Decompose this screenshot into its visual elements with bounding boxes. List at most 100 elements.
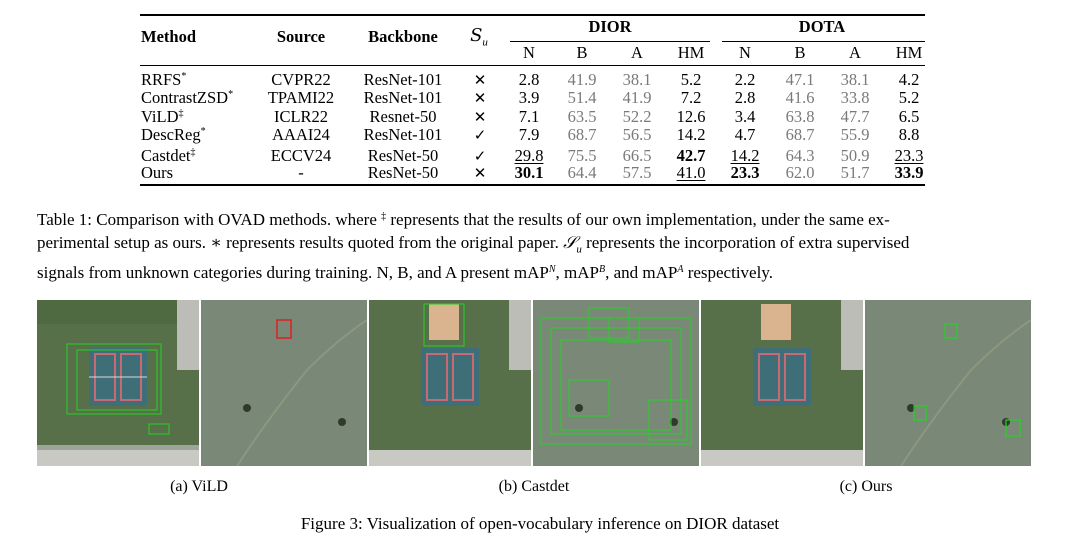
dior-cell: 7.1: [518, 107, 540, 126]
dior-cell: 64.4: [567, 163, 597, 182]
row-method-mark: ‡: [178, 108, 184, 119]
row-su: ✕: [473, 71, 487, 89]
header-su-symbol: S: [470, 25, 483, 46]
row-method-name: Ours: [141, 163, 174, 182]
caption-line-2: perimental setup as ours. ∗ represents r…: [37, 233, 910, 256]
dior-cell: 5.2: [680, 70, 702, 89]
header-dota: DOTA: [798, 17, 846, 36]
dior-cell: 12.6: [676, 107, 706, 126]
table-top-rule: [140, 14, 925, 16]
row-method: Ours: [141, 164, 173, 182]
panel-label-castdet: (b) Castdet: [498, 478, 570, 495]
row-method: Castdet‡: [141, 147, 196, 165]
dota-cell: 50.9: [840, 146, 870, 165]
caption-line-3: signals from unknown categories during t…: [37, 263, 773, 283]
dior-cell: 14.2: [676, 125, 706, 144]
row-source: -: [298, 163, 304, 182]
dota-cell: 6.5: [898, 107, 920, 126]
row-method-mark: *: [181, 71, 187, 82]
dior-cell: 7.2: [680, 88, 702, 107]
header-dota-b: B: [794, 43, 806, 62]
dior-cell: 63.5: [567, 107, 597, 126]
dota-cell: 4.7: [734, 125, 756, 144]
dota-cell: 51.7: [840, 163, 870, 182]
dior-group-rule: [510, 41, 710, 42]
row-source: TPAMI22: [267, 88, 335, 107]
row-source: ICLR22: [273, 107, 329, 126]
header-dior-a: A: [631, 43, 643, 62]
dota-cell: 4.2: [898, 70, 920, 89]
row-backbone: ResNet-50: [367, 146, 439, 165]
dior-cell: 41.9: [567, 70, 597, 89]
dota-cell: 55.9: [840, 125, 870, 144]
header-su: Su: [470, 26, 488, 52]
dota-cell: 38.1: [840, 70, 870, 89]
dior-cell: 41.0: [676, 163, 706, 182]
comparison-table: Method Source Backbone Su DIOR DOTA N B …: [0, 0, 1080, 200]
panel-label-vild: (a) ViLD: [170, 478, 228, 495]
figure-caption: Figure 3: Visualization of open-vocabula…: [300, 514, 780, 533]
dota-cell: 2.8: [734, 88, 756, 107]
dior-cell: 68.7: [567, 125, 597, 144]
aerial-image-ours: [701, 300, 1031, 466]
header-backbone: Backbone: [368, 27, 438, 46]
dota-cell: 14.2: [730, 146, 760, 165]
panel-vild-image: [37, 300, 367, 466]
dota-cell: 23.3: [894, 146, 924, 165]
dota-cell: 3.4: [734, 107, 756, 126]
dota-group-rule: [722, 41, 925, 42]
row-backbone: Resnet-50: [369, 107, 437, 126]
dior-cell: 38.1: [622, 70, 652, 89]
dota-cell: 68.7: [785, 125, 815, 144]
header-dior-hm: HM: [677, 43, 705, 62]
dior-cell: 66.5: [622, 146, 652, 165]
row-method-name: DescReg: [141, 125, 201, 144]
row-source: CVPR22: [271, 70, 331, 89]
row-method: DescReg*: [141, 126, 206, 144]
panel-ours-image: [701, 300, 1031, 466]
row-method-mark: *: [228, 89, 234, 100]
row-source: AAAI24: [272, 125, 330, 144]
dior-cell: 52.2: [622, 107, 652, 126]
table-caption: Table 1: Comparison with OVAD methods. w…: [37, 208, 1043, 284]
row-su: ✕: [473, 89, 487, 107]
row-su: ✕: [473, 108, 487, 126]
row-backbone: ResNet-101: [363, 88, 443, 107]
row-method: ViLD‡: [141, 108, 184, 126]
dior-cell: 51.4: [567, 88, 597, 107]
row-method-mark: *: [200, 126, 206, 137]
row-backbone: ResNet-50: [367, 163, 439, 182]
dior-cell: 41.9: [622, 88, 652, 107]
row-source: ECCV24: [270, 146, 332, 165]
dota-cell: 41.6: [785, 88, 815, 107]
header-dota-a: A: [849, 43, 861, 62]
row-method-mark: ‡: [190, 147, 196, 158]
row-backbone: ResNet-101: [363, 70, 443, 89]
dota-cell: 64.3: [785, 146, 815, 165]
row-su: ✕: [473, 164, 487, 182]
dota-cell: 33.8: [840, 88, 870, 107]
dota-cell: 47.7: [840, 107, 870, 126]
row-method: RRFS*: [141, 71, 186, 89]
row-method-name: Castdet: [141, 146, 191, 165]
dior-cell: 57.5: [622, 163, 652, 182]
header-method: Method: [141, 27, 196, 46]
dota-cell: 62.0: [785, 163, 815, 182]
dior-cell: 3.9: [518, 88, 540, 107]
dior-cell: 42.7: [676, 146, 706, 165]
dior-cell: 56.5: [622, 125, 652, 144]
dota-cell: 63.8: [785, 107, 815, 126]
dota-cell: 47.1: [785, 70, 815, 89]
table-bottom-rule: [140, 184, 925, 186]
dior-cell: 30.1: [514, 163, 544, 182]
header-dota-hm: HM: [895, 43, 923, 62]
row-su: ✓: [473, 147, 487, 165]
panel-castdet-image: [369, 300, 699, 466]
row-method: ContrastZSD*: [141, 89, 233, 107]
header-dior: DIOR: [588, 17, 632, 36]
caption-line-1: Table 1: Comparison with OVAD methods. w…: [37, 210, 890, 229]
header-dior-n: N: [523, 43, 535, 62]
header-dior-b: B: [576, 43, 588, 62]
row-su: ✓: [473, 126, 487, 144]
header-su-subscript: u: [482, 36, 488, 49]
